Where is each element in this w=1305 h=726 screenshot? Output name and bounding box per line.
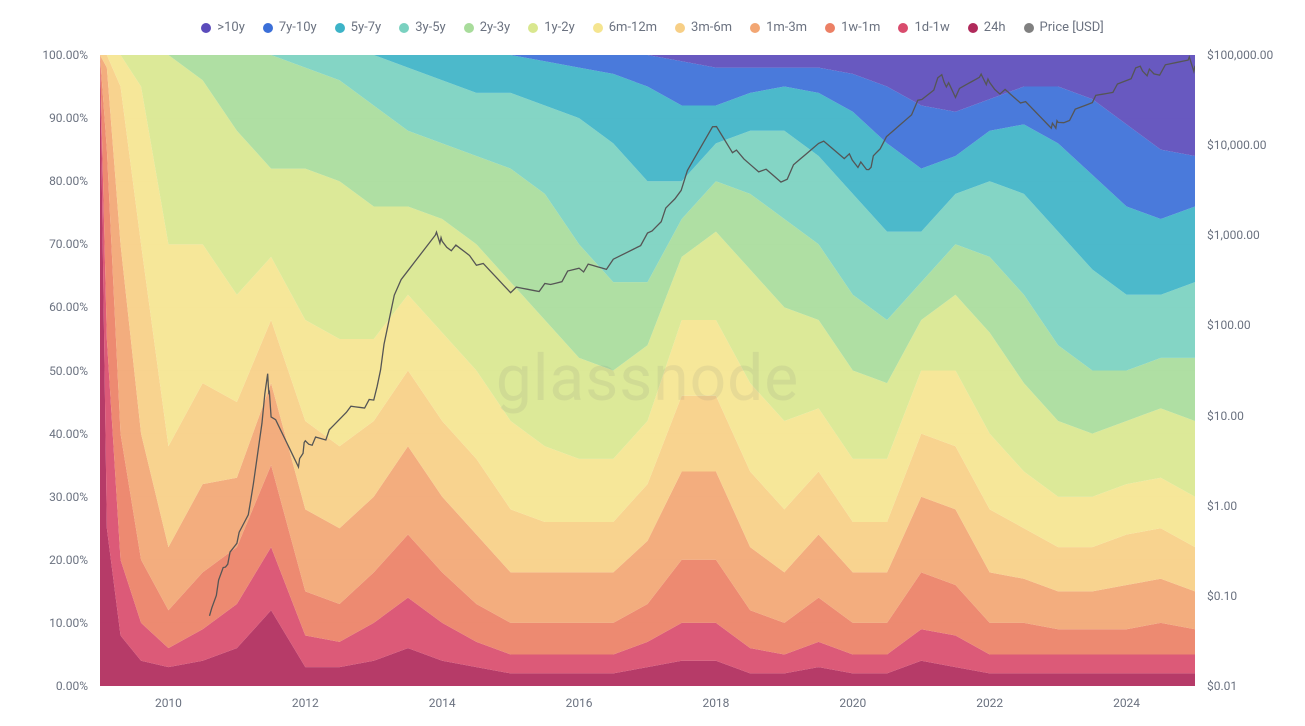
legend-label: 1d-1w xyxy=(914,20,949,35)
legend-dot-icon xyxy=(399,23,409,33)
y-left-tick: 80.00% xyxy=(49,174,88,188)
legend-label: 7y-10y xyxy=(279,20,317,35)
x-tick: 2020 xyxy=(839,696,866,710)
legend-dot-icon xyxy=(675,23,685,33)
legend-label: 3m-6m xyxy=(691,20,732,35)
y-left-tick: 30.00% xyxy=(49,490,88,504)
legend-item[interactable]: 5y-7y xyxy=(335,20,382,35)
legend-dot-icon xyxy=(201,23,211,33)
plot-area[interactable]: glassnode xyxy=(100,55,1195,686)
legend-label: 2y-3y xyxy=(480,20,511,35)
y-left-tick: 10.00% xyxy=(49,616,88,630)
x-tick: 2016 xyxy=(566,696,593,710)
legend-label: 1w-1m xyxy=(841,20,880,35)
legend-item[interactable]: Price [USD] xyxy=(1024,20,1104,35)
legend-label: 6m-12m xyxy=(609,20,657,35)
legend-label: Price [USD] xyxy=(1040,20,1104,35)
legend-label: 3y-5y xyxy=(415,20,446,35)
y-right-tick: $1.00 xyxy=(1207,499,1237,513)
legend: >10y 7y-10y 5y-7y 3y-5y 2y-3y 1y-2y 6m-12m 3m-6… xyxy=(0,0,1305,45)
legend-item[interactable]: 1y-2y xyxy=(528,20,575,35)
x-tick: 2014 xyxy=(429,696,456,710)
legend-item[interactable]: >10y xyxy=(201,20,245,35)
legend-dot-icon xyxy=(464,23,474,33)
x-tick: 2018 xyxy=(702,696,729,710)
x-tick: 2024 xyxy=(1113,696,1140,710)
legend-item[interactable]: 7y-10y xyxy=(263,20,317,35)
y-right-tick: $0.10 xyxy=(1207,589,1237,603)
legend-label: 1m-3m xyxy=(766,20,807,35)
legend-dot-icon xyxy=(968,23,978,33)
legend-label: >10y xyxy=(217,20,245,35)
y-right-tick: $10,000.00 xyxy=(1207,138,1266,152)
legend-item[interactable]: 3m-6m xyxy=(675,20,732,35)
legend-dot-icon xyxy=(528,23,538,33)
y-right-tick: $10.00 xyxy=(1207,409,1244,423)
y-right-tick: $100.00 xyxy=(1207,318,1251,332)
y-axis-right: $0.01$0.10$1.00$10.00$100.00$1,000.00$10… xyxy=(1195,55,1305,686)
x-tick: 2022 xyxy=(976,696,1003,710)
legend-item[interactable]: 24h xyxy=(968,20,1006,35)
legend-dot-icon xyxy=(263,23,273,33)
y-left-tick: 50.00% xyxy=(49,364,88,378)
legend-dot-icon xyxy=(825,23,835,33)
chart-area: 0.00% 10.00% 20.00% 30.00% 40.00% 50.00% 60.00… xyxy=(0,55,1305,726)
legend-item[interactable]: 6m-12m xyxy=(593,20,657,35)
legend-dot-icon xyxy=(898,23,908,33)
x-axis: 2010 2012 2014 2016 2018 2020 2022 2024 xyxy=(100,686,1195,726)
x-tick: 2010 xyxy=(155,696,182,710)
y-left-tick: 90.00% xyxy=(49,111,88,125)
legend-label: 24h xyxy=(984,20,1006,35)
y-right-tick: $0.01 xyxy=(1207,679,1237,693)
legend-item[interactable]: 1w-1m xyxy=(825,20,880,35)
legend-item[interactable]: 1d-1w xyxy=(898,20,949,35)
legend-dot-icon xyxy=(593,23,603,33)
y-left-tick: 0.00% xyxy=(56,679,88,693)
y-right-tick: $1,000.00 xyxy=(1207,228,1260,242)
legend-label: 5y-7y xyxy=(351,20,382,35)
legend-dot-icon xyxy=(750,23,760,33)
y-left-tick: 40.00% xyxy=(49,427,88,441)
y-left-tick: 70.00% xyxy=(49,237,88,251)
y-left-tick: 100.00% xyxy=(42,48,88,62)
legend-label: 1y-2y xyxy=(544,20,575,35)
legend-item[interactable]: 3y-5y xyxy=(399,20,446,35)
x-tick: 2012 xyxy=(292,696,319,710)
legend-dot-icon xyxy=(1024,23,1034,33)
y-left-tick: 60.00% xyxy=(49,300,88,314)
y-axis-left: 0.00%10.00%20.00%30.00%40.00%50.00%60.00… xyxy=(0,55,100,686)
legend-dot-icon xyxy=(335,23,345,33)
legend-item[interactable]: 2y-3y xyxy=(464,20,511,35)
chart-svg xyxy=(100,55,1195,686)
y-left-tick: 20.00% xyxy=(49,553,88,567)
y-right-tick: $100,000.00 xyxy=(1207,48,1273,62)
legend-item[interactable]: 1m-3m xyxy=(750,20,807,35)
